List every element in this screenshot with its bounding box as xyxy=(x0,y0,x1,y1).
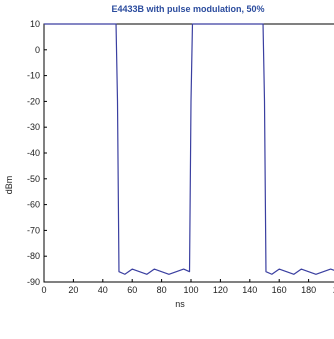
series-line xyxy=(44,23,334,275)
plot-frame xyxy=(43,23,334,283)
y-tick-label: -80 xyxy=(27,251,40,261)
x-tick-label: 180 xyxy=(301,285,316,295)
y-tick-label: -20 xyxy=(27,96,40,106)
y-axis-label: dBm xyxy=(4,176,14,195)
x-tick-label: 140 xyxy=(242,285,257,295)
y-tick-label: 0 xyxy=(35,45,40,55)
x-tick-label: 160 xyxy=(272,285,287,295)
x-tick-label: 80 xyxy=(157,285,167,295)
x-tick-label: 40 xyxy=(98,285,108,295)
x-axis-label: ns xyxy=(175,299,185,309)
x-tick-label: 60 xyxy=(127,285,137,295)
y-tick-label: -60 xyxy=(27,200,40,210)
y-tick-label: -10 xyxy=(27,71,40,81)
x-tick-label: 0 xyxy=(41,285,46,295)
y-tick-label: -90 xyxy=(27,277,40,287)
x-tick-label: 20 xyxy=(68,285,78,295)
x-tick-label: 120 xyxy=(213,285,228,295)
chart-title: E4433B with pulse modulation, 50% xyxy=(111,4,264,14)
y-tick-label: 10 xyxy=(30,19,40,29)
y-tick-label: -30 xyxy=(27,122,40,132)
y-tick-label: -40 xyxy=(27,148,40,158)
series-group xyxy=(44,23,334,275)
y-tick-label: -70 xyxy=(27,225,40,235)
y-tick-label: -50 xyxy=(27,174,40,184)
x-tick-label: 20 xyxy=(333,285,334,295)
axis-ticks: 02040608010012014016018020100-10-20-30-4… xyxy=(27,19,334,295)
x-tick-label: 100 xyxy=(183,285,198,295)
